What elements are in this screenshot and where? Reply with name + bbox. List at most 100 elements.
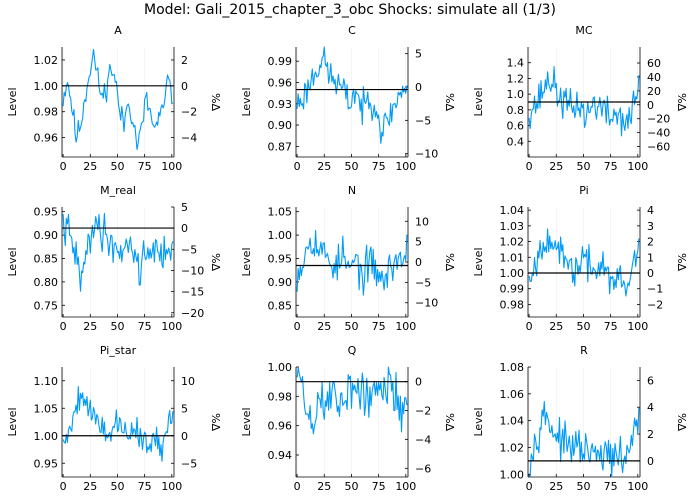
y2-axis-label: %Δ <box>209 253 222 271</box>
x-tick-label: 100 <box>627 480 648 493</box>
x-tick-label: 0 <box>294 320 301 333</box>
y2-tick-label: −4 <box>181 132 197 145</box>
y2-tick-label: 0 <box>181 430 188 443</box>
y-tick-label: 0.96 <box>268 76 293 89</box>
y-tick-label: 0.90 <box>34 229 59 242</box>
y-tick-label: 0.8 <box>507 104 525 117</box>
series-line <box>296 46 408 144</box>
y-tick-label: 0.98 <box>34 106 59 119</box>
x-tick-label: 100 <box>161 160 182 173</box>
y-tick-label: 1.02 <box>500 441 525 454</box>
y-tick-label: 1.05 <box>34 402 59 415</box>
y-tick-label: 1.00 <box>34 80 59 93</box>
x-tick-label: 75 <box>138 480 152 493</box>
y2-tick-label: 3 <box>647 220 654 233</box>
y-tick-label: 0.96 <box>34 132 59 145</box>
y2-tick-label: −15 <box>181 286 204 299</box>
y-axis-label: Level <box>240 247 253 276</box>
x-tick-label: 0 <box>60 160 67 173</box>
y2-tick-label: 2 <box>647 236 654 249</box>
subplot-title: Q <box>348 344 357 357</box>
x-tick-label: 0 <box>60 320 67 333</box>
x-tick-label: 75 <box>372 160 386 173</box>
subplot-q: Q 0 25 50 75 100 0.94 0.96 0.98 1.00 −6 −4 −2 0 Level%… <box>240 344 456 493</box>
y-tick-label: 0.99 <box>268 55 293 68</box>
y2-tick-label: 10 <box>181 375 195 388</box>
y-tick-label: 0.99 <box>500 283 525 296</box>
x-tick-label: 75 <box>604 160 618 173</box>
x-tick-label: 0 <box>526 160 533 173</box>
subplot-title: Pi <box>579 184 588 197</box>
y-tick-label: 0.95 <box>268 252 293 265</box>
y2-tick-label: 4 <box>647 204 654 217</box>
y2-tick-label: 0 <box>415 81 422 94</box>
subplot-c: C 0 25 50 75 100 0.87 0.90 0.93 0.96 0.99 −10 −5 0 5 Le… <box>240 24 456 173</box>
y2-tick-label: −5 <box>415 276 431 289</box>
x-tick-label: 25 <box>549 160 563 173</box>
y-tick-label: 0.80 <box>34 276 59 289</box>
x-tick-label: 50 <box>110 320 124 333</box>
x-tick-label: 50 <box>344 480 358 493</box>
y2-axis-label: %Δ <box>443 93 456 111</box>
series-line <box>62 385 174 462</box>
subplot-title: N <box>348 184 356 197</box>
y2-tick-label: 5 <box>415 48 422 61</box>
subplot-title: C <box>348 24 356 37</box>
y2-tick-label: 2 <box>647 428 654 441</box>
y-axis-label: Level <box>240 407 253 436</box>
subplot-r: R 0 25 50 75 100 1.00 1.02 1.04 1.06 1.08 0 2 4 6 Level… <box>472 344 688 493</box>
y2-axis-label: %Δ <box>675 253 688 271</box>
subplot-pi: Pi 0 25 50 75 100 0.98 0.99 1.00 1.01 1.02 1.03 1.04… <box>472 184 688 333</box>
x-tick-label: 50 <box>110 160 124 173</box>
y-tick-label: 1.4 <box>507 57 525 70</box>
y2-tick-label: 5 <box>415 236 422 249</box>
x-tick-label: 0 <box>294 480 301 493</box>
x-tick-label: 0 <box>294 160 301 173</box>
y-tick-label: 0.95 <box>34 457 59 470</box>
y2-tick-label: −5 <box>415 114 431 127</box>
x-tick-label: 50 <box>344 160 358 173</box>
x-tick-label: 75 <box>138 160 152 173</box>
y2-tick-label: 1 <box>647 251 654 264</box>
series-line <box>62 212 174 292</box>
y2-tick-label: −2 <box>181 106 197 119</box>
y-axis-label: Level <box>472 247 485 276</box>
y-tick-label: 0.87 <box>268 140 293 153</box>
y-tick-label: 0.85 <box>34 252 59 265</box>
y2-axis-label: %Δ <box>675 413 688 431</box>
y-tick-label: 1.04 <box>500 415 525 428</box>
y-tick-label: 0.90 <box>268 276 293 289</box>
x-tick-label: 50 <box>110 480 124 493</box>
y-axis-label: Level <box>240 87 253 116</box>
subplot-title: MC <box>575 24 592 37</box>
x-tick-label: 0 <box>60 480 67 493</box>
y-tick-label: 0.4 <box>507 135 525 148</box>
y-tick-label: 1.00 <box>268 229 293 242</box>
y2-tick-label: −2 <box>415 404 431 417</box>
x-tick-label: 25 <box>549 480 563 493</box>
y2-tick-label: 0 <box>647 267 654 280</box>
y-tick-label: 1.0 <box>507 88 525 101</box>
y2-tick-label: 0 <box>415 375 422 388</box>
y2-tick-label: −10 <box>415 148 438 161</box>
y-tick-label: 0.93 <box>268 98 293 111</box>
x-tick-label: 25 <box>549 320 563 333</box>
y2-axis-label: %Δ <box>209 93 222 111</box>
y-axis-label: Level <box>6 247 19 276</box>
y2-tick-label: 4 <box>647 401 654 414</box>
subplot-title: M_real <box>100 184 136 197</box>
subplot-pi-star: Pi_star 0 25 50 75 100 0.95 1.00 1.05 1.10 −5 0 5 10 L… <box>6 344 222 493</box>
y2-tick-label: 0 <box>181 80 188 93</box>
y2-axis-label: %Δ <box>209 413 222 431</box>
y-tick-label: 1.10 <box>34 375 59 388</box>
x-tick-label: 25 <box>83 320 97 333</box>
x-tick-label: 25 <box>83 160 97 173</box>
x-tick-label: 50 <box>576 320 590 333</box>
x-tick-label: 0 <box>526 480 533 493</box>
subplot-mc: MC0 25 50 75 1000.40.60.81.01.21.4−60−40−200… <box>472 24 688 173</box>
x-tick-label: 50 <box>576 480 590 493</box>
subplot-n: N 0 25 50 75 100 0.85 0.90 0.95 1.00 1.05 −10 −5 0 5 10… <box>240 184 456 333</box>
y2-tick-label: 6 <box>647 374 654 387</box>
